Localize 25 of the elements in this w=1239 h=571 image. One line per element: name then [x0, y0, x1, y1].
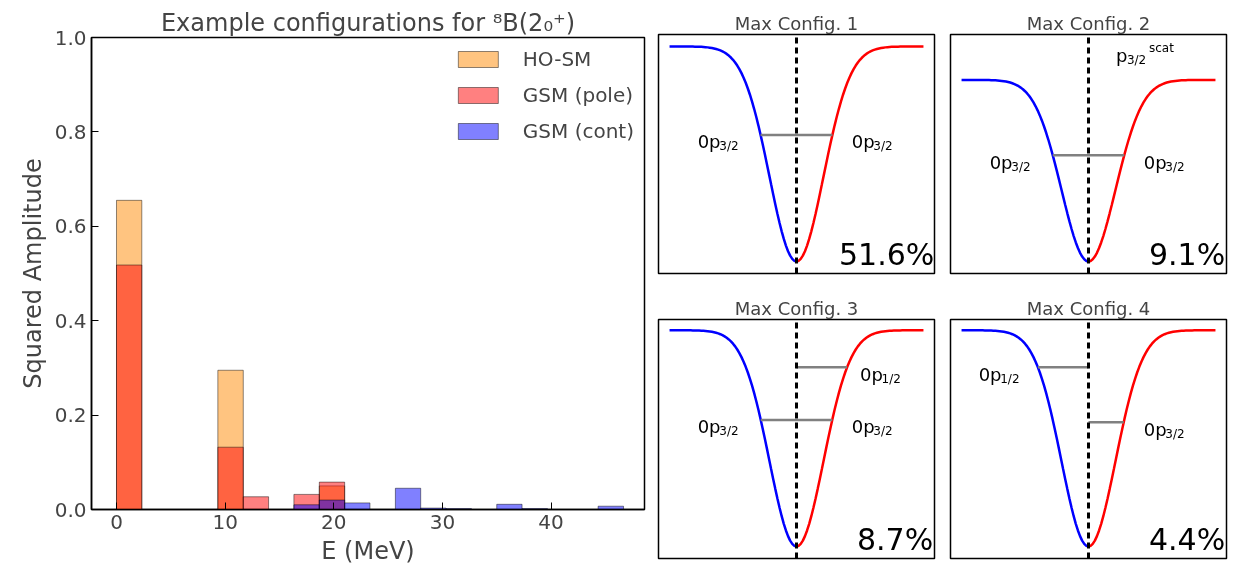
- text: 4.4%: [1148, 521, 1226, 557]
- x-tick-label: 0: [110, 509, 123, 534]
- x-tick-label: 10: [212, 509, 238, 534]
- y-tick-label: 0.2: [54, 403, 87, 428]
- text: Max Config. 4: [1026, 297, 1151, 319]
- x-tick-label: 20: [321, 509, 347, 534]
- x-axis-title: E (MeV): [321, 536, 415, 565]
- x-tick-label: 30: [429, 509, 456, 534]
- text: 51.6%: [838, 236, 935, 272]
- chart-title: Example configurations for ⁸B(2₀⁺): [160, 8, 576, 37]
- text: 8.7%: [856, 521, 934, 557]
- legend-label: GSM (cont): [522, 119, 634, 143]
- legend-label: GSM (pole): [522, 83, 634, 107]
- y-tick-label: 0.0: [54, 497, 87, 522]
- text: 9.1%: [1148, 236, 1226, 272]
- y-tick-label: 0.4: [54, 308, 87, 333]
- y-tick-label: 0.6: [54, 214, 87, 239]
- text: Max Config. 3: [734, 297, 859, 319]
- x-tick-label: 40: [538, 509, 564, 534]
- y-axis-title: Squared Amplitude: [18, 158, 47, 389]
- legend-label: HO-SM: [522, 47, 592, 71]
- text: Max Config. 1: [734, 12, 859, 34]
- y-tick-label: 0.8: [54, 119, 87, 144]
- text: Max Config. 2: [1026, 12, 1151, 34]
- y-tick-label: 1.0: [54, 25, 87, 50]
